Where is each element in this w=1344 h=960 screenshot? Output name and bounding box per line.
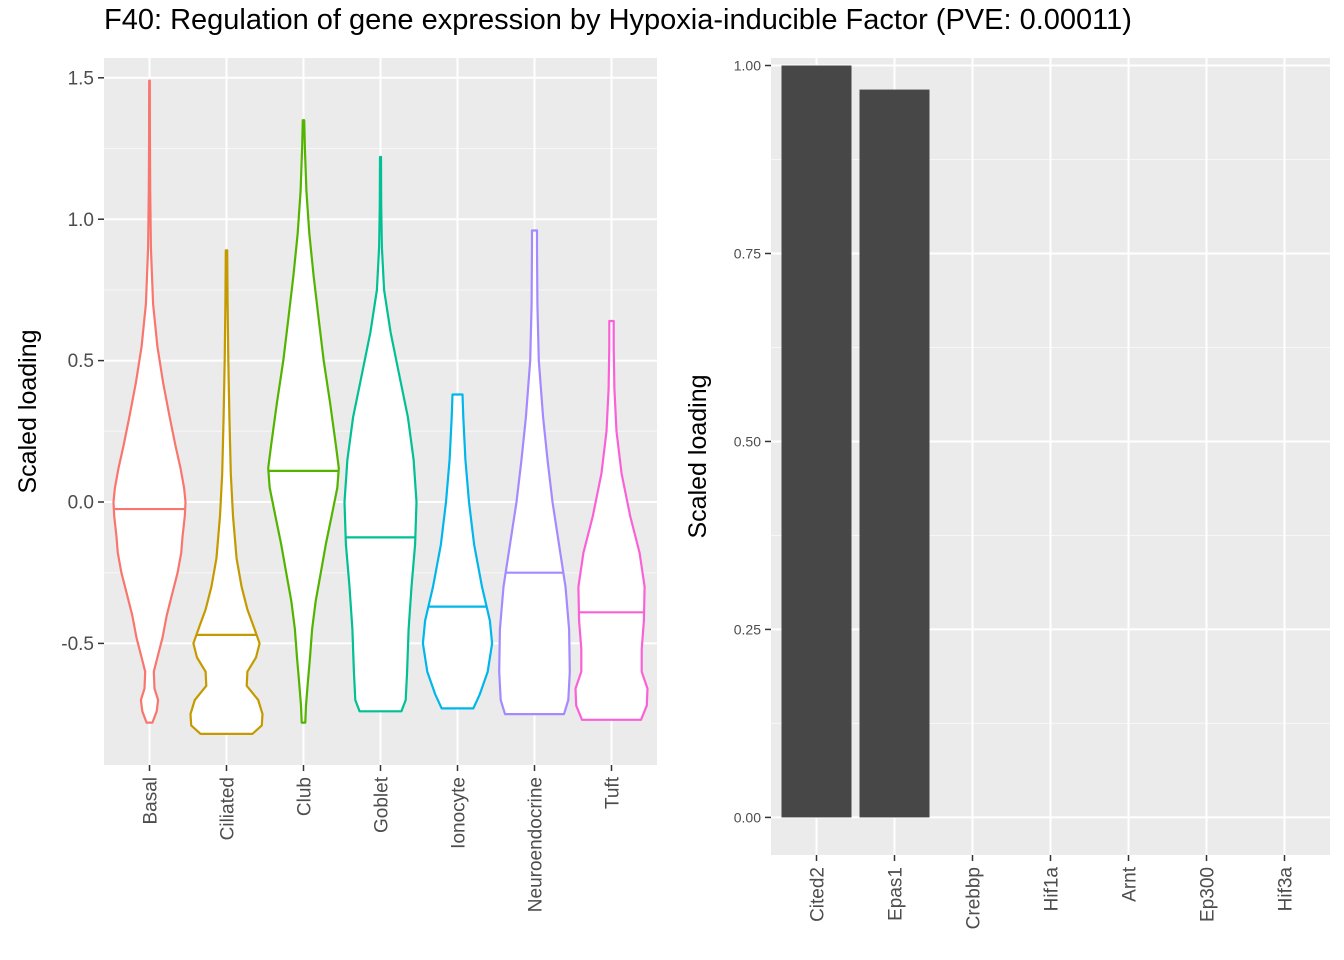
- violin-panel: -0.5 0.0 0.5 1.0 1.5 Basal Ciliated Club Goblet I…: [14, 58, 657, 912]
- violin-x-tick-label: Basal: [141, 777, 162, 825]
- violin-y-tick-label: 0.5: [68, 351, 94, 372]
- violin-neuroendocrine: [498, 229, 571, 716]
- violin-ciliated: [189, 249, 264, 735]
- bar-x-tick-label: Hif1a: [1042, 867, 1063, 912]
- bar-y-tick-label: 1.00: [734, 57, 761, 73]
- violin-x-tick-label: Ciliated: [218, 777, 239, 840]
- bar-y-tick-label: 0.75: [734, 245, 761, 261]
- violin-x-tick-label: Neuroendocrine: [526, 777, 547, 912]
- bar-x-tick-label: Cited2: [808, 867, 829, 922]
- bar-x-tick-label: Crebbp: [964, 867, 985, 929]
- bar-x-tick-label: Epas1: [886, 867, 907, 921]
- bar-x-tick-label: Arnt: [1120, 866, 1141, 902]
- violin-y-tick-label: -0.5: [61, 634, 94, 655]
- violin-y-axis-title: Scaled loading: [14, 329, 42, 493]
- violin-goblet: [343, 155, 418, 713]
- violin-y-tick-label: 0.0: [68, 493, 94, 514]
- violin-club: [267, 119, 340, 724]
- bar-epas1: [859, 89, 930, 818]
- violin-tuft: [574, 319, 649, 721]
- violin-x-tick-label: Ionocyte: [449, 777, 470, 849]
- violin-x-tick-label: Goblet: [372, 776, 393, 833]
- bar-y-axis-title: Scaled loading: [684, 374, 712, 538]
- figure-title: F40: Regulation of gene expression by Hy…: [104, 4, 1132, 36]
- bar-panel: 0.00 0.25 0.50 0.75 1.00 Cited2 Epas1 Crebbp Hif…: [684, 57, 1330, 929]
- bar-y-tick-label: 0.25: [734, 621, 761, 637]
- violin-ionocyte: [421, 393, 494, 710]
- bar-x-tick-label: Hif3a: [1276, 867, 1297, 912]
- bar-y-tick-label: 0.00: [734, 809, 761, 825]
- violin-basal: [112, 79, 187, 724]
- violin-x-tick-label: Tuft: [603, 776, 624, 809]
- violin-x-tick-label: Club: [295, 777, 316, 816]
- bar-x-tick-label: Ep300: [1198, 867, 1219, 922]
- violin-y-tick-label: 1.0: [68, 210, 94, 231]
- bar-cited2: [781, 65, 852, 818]
- bar-y-tick-label: 0.50: [734, 433, 761, 449]
- violin-y-tick-label: 1.5: [68, 68, 94, 89]
